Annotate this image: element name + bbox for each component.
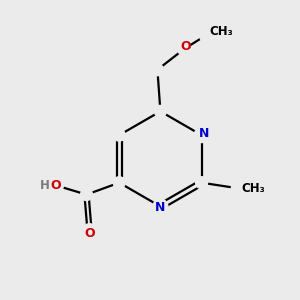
Text: O: O <box>84 227 95 240</box>
Circle shape <box>196 177 208 189</box>
Circle shape <box>153 199 168 214</box>
Circle shape <box>199 25 217 43</box>
Text: O: O <box>50 179 61 192</box>
Circle shape <box>50 179 63 192</box>
Circle shape <box>113 177 125 189</box>
Text: N: N <box>199 128 209 140</box>
Circle shape <box>83 224 96 237</box>
Circle shape <box>152 64 164 76</box>
Text: O: O <box>180 40 191 53</box>
Text: N: N <box>155 202 166 214</box>
Text: H: H <box>40 179 50 192</box>
Circle shape <box>231 180 249 198</box>
Circle shape <box>194 128 209 142</box>
Text: CH₃: CH₃ <box>209 25 233 38</box>
Circle shape <box>178 42 191 56</box>
Circle shape <box>154 105 166 117</box>
Circle shape <box>81 189 92 200</box>
Circle shape <box>113 129 125 141</box>
Text: CH₃: CH₃ <box>242 182 266 195</box>
